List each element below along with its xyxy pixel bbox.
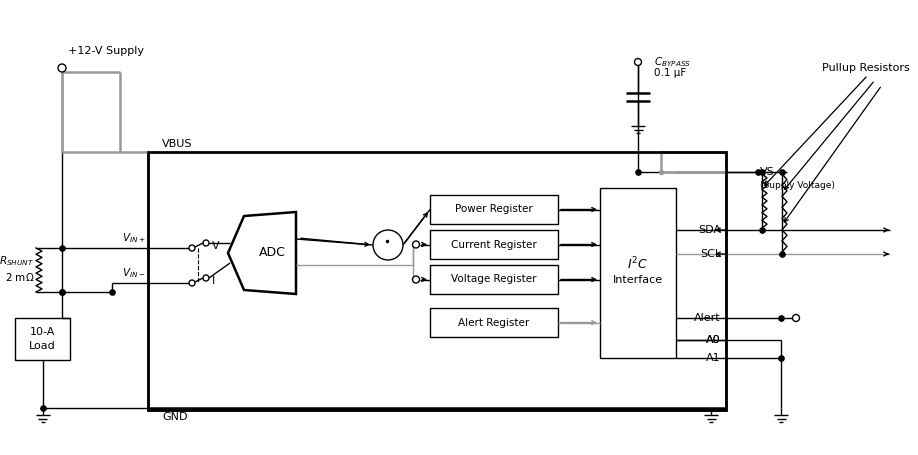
- Text: $V_{IN+}$: $V_{IN+}$: [121, 231, 145, 245]
- Text: $V_{IN-}$: $V_{IN-}$: [121, 266, 145, 280]
- Text: Alert: Alert: [694, 313, 721, 323]
- Text: $R_{SHUNT}$: $R_{SHUNT}$: [0, 254, 34, 268]
- Circle shape: [58, 64, 66, 72]
- Text: Interface: Interface: [613, 275, 663, 285]
- Bar: [430, 308, 558, 337]
- Text: A0: A0: [706, 335, 721, 345]
- Circle shape: [792, 314, 800, 322]
- Bar: [600, 188, 676, 358]
- Text: A0: A0: [706, 335, 721, 345]
- Circle shape: [203, 275, 209, 281]
- Text: Alert Register: Alert Register: [458, 318, 530, 328]
- Text: I: I: [212, 276, 215, 286]
- Text: 0.1 µF: 0.1 µF: [654, 68, 687, 78]
- Text: Pullup Resistors: Pullup Resistors: [823, 63, 910, 73]
- Circle shape: [373, 230, 403, 260]
- Circle shape: [203, 240, 209, 246]
- Bar: [430, 265, 558, 294]
- Text: Power Register: Power Register: [455, 204, 532, 214]
- Bar: [294, 160, 560, 402]
- Bar: [430, 230, 558, 259]
- Text: ADC: ADC: [259, 247, 285, 259]
- Text: $C_{BYPASS}$: $C_{BYPASS}$: [654, 55, 691, 69]
- Text: SCL: SCL: [700, 249, 721, 259]
- Text: A1: A1: [706, 353, 721, 363]
- Text: VBUS: VBUS: [162, 139, 193, 149]
- Text: +12-V Supply: +12-V Supply: [68, 46, 144, 56]
- Text: SDA: SDA: [698, 225, 721, 235]
- Text: Current Register: Current Register: [451, 239, 537, 249]
- Bar: [430, 195, 558, 224]
- Text: GND: GND: [162, 412, 187, 422]
- Text: 10-A: 10-A: [29, 327, 55, 337]
- Text: V: V: [212, 241, 219, 251]
- Circle shape: [412, 241, 420, 248]
- Circle shape: [189, 280, 195, 286]
- Text: (Supply Voltage): (Supply Voltage): [760, 181, 834, 189]
- Bar: [15, 318, 70, 360]
- Text: Voltage Register: Voltage Register: [452, 274, 537, 284]
- Polygon shape: [228, 212, 296, 294]
- Text: Load: Load: [29, 341, 56, 351]
- Circle shape: [412, 276, 420, 283]
- Text: $I^2C$: $I^2C$: [627, 256, 649, 272]
- Bar: [148, 326, 726, 362]
- Text: VS: VS: [760, 167, 775, 177]
- Bar: [148, 152, 726, 410]
- Text: 2 m$\Omega$: 2 m$\Omega$: [5, 271, 34, 283]
- Bar: [148, 152, 726, 410]
- Circle shape: [189, 245, 195, 251]
- Circle shape: [634, 59, 642, 66]
